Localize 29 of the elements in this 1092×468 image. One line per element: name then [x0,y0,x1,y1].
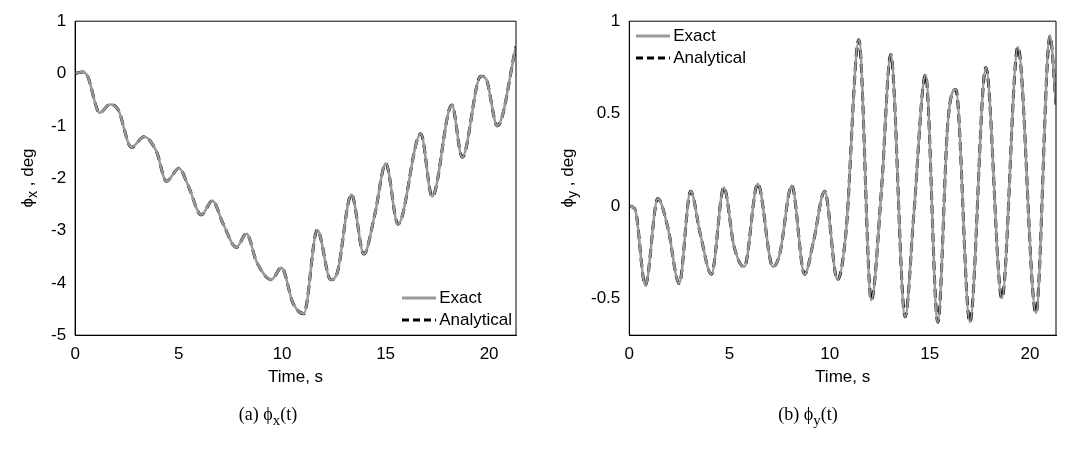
y-tick-label: -3 [50,220,67,240]
y-tick-label: -2 [50,167,67,187]
legend-label: Analytical [439,309,512,332]
x-tick-label: 10 [272,344,292,364]
x-tick-label: 20 [479,344,499,364]
x-tick-label: 15 [376,344,396,364]
y-tick-label: 0.5 [596,103,621,123]
x-tick-label: 0 [70,344,80,364]
x-tick-label: 20 [1020,344,1040,364]
y-tick-label: 0 [56,63,67,83]
y-tick-label: -1 [50,115,67,135]
y-tick-label: -5 [50,324,67,344]
x-tick-label: 5 [173,344,184,364]
text: (a) ϕ$_{x}$(t) [237,404,299,429]
y-tick-label: 1 [56,10,67,30]
x-tick-label: 0 [624,344,635,364]
x-axis-title: Time, s [268,367,324,387]
y-tick-label: -0.5 [591,287,621,307]
x-tick-label: 5 [724,344,735,364]
legend-label: Exact [439,287,482,310]
text: (b) ϕ$_{y}$(t) [777,404,839,429]
y-tick-label: 1 [610,10,621,30]
x-tick-label: 15 [920,344,940,364]
y-tick-label: -4 [50,272,67,292]
x-axis-title: Time, s [815,367,871,387]
legend-label: Exact [673,25,716,48]
legend-label: Analytical [673,47,747,70]
x-tick-label: 10 [820,344,840,364]
y-tick-label: 0 [610,195,621,215]
